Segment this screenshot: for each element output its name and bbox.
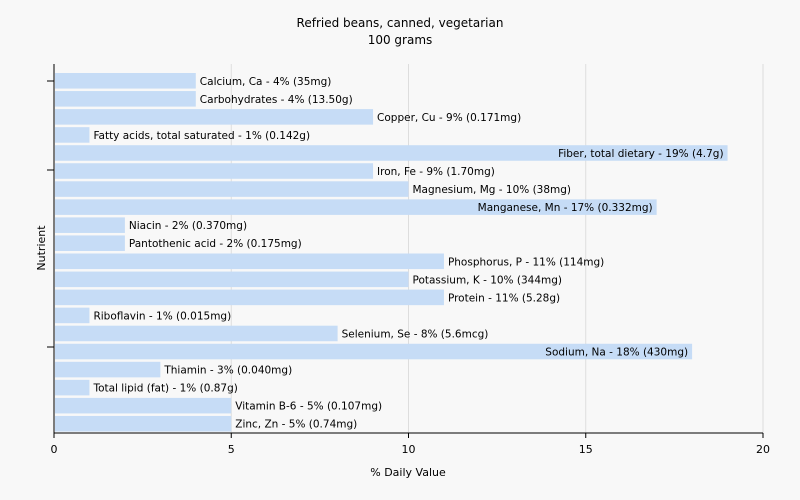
bar (55, 253, 444, 270)
bar (55, 307, 90, 324)
x-tick-label: 10 (402, 443, 416, 456)
y-axis-title: Nutrient (35, 225, 48, 271)
bar-label: Magnesium, Mg - 10% (38mg) (413, 184, 572, 196)
bar (55, 199, 657, 215)
bar-label: Sodium, Na - 18% (430mg) (545, 347, 688, 359)
bar-label: Riboflavin - 1% (0.015mg) (93, 310, 231, 322)
x-tick-label: 0 (51, 443, 58, 456)
bar-label: Manganese, Mn - 17% (0.332mg) (478, 202, 653, 214)
bar (55, 289, 444, 306)
x-axis-title: % Daily Value (370, 466, 446, 479)
bar (55, 415, 232, 432)
bar-label: Fatty acids, total saturated - 1% (0.142… (93, 130, 310, 142)
x-tick-label: 5 (228, 443, 235, 456)
bar-label: Selenium, Se - 8% (5.6mcg) (342, 328, 489, 340)
bar (55, 109, 374, 125)
bar (55, 397, 232, 414)
bar (55, 325, 338, 342)
chart-title: Refried beans, canned, vegetarian (297, 16, 504, 30)
bar (55, 235, 125, 251)
bar (55, 343, 693, 360)
bar-label: Carbohydrates - 4% (13.50g) (200, 94, 353, 106)
bar (55, 379, 90, 396)
bar-label: Zinc, Zn - 5% (0.74mg) (235, 419, 357, 431)
bar (55, 73, 196, 89)
bar-label: Copper, Cu - 9% (0.171mg) (377, 112, 521, 124)
bar-label: Protein - 11% (5.28g) (448, 292, 560, 304)
bar (55, 181, 409, 197)
bar (55, 217, 125, 233)
bar (55, 91, 196, 107)
bar-label: Potassium, K - 10% (344mg) (413, 274, 563, 286)
x-tick-label: 15 (579, 443, 593, 456)
x-tick-label: 20 (756, 443, 770, 456)
bar-label: Phosphorus, P - 11% (114mg) (448, 256, 604, 268)
axes: 0 5 10 15 20 (47, 64, 770, 456)
bar (55, 163, 374, 179)
bar-label: Vitamin B-6 - 5% (0.107mg) (235, 401, 382, 413)
grid-lines (230, 64, 764, 433)
bar (55, 271, 409, 288)
bars: Calcium, Ca - 4% (35mg) Carbohydrates - 4… (55, 73, 728, 432)
bar-label: Niacin - 2% (0.370mg) (129, 220, 247, 232)
chart-subtitle: 100 grams (368, 33, 433, 47)
bar (55, 361, 161, 378)
bar (55, 127, 90, 143)
bar-label: Calcium, Ca - 4% (35mg) (200, 76, 332, 88)
bar-label: Total lipid (fat) - 1% (0.87g) (92, 383, 237, 395)
bar-label: Thiamin - 3% (0.040mg) (163, 365, 292, 377)
bar-label: Fiber, total dietary - 19% (4.7g) (558, 148, 723, 160)
bar-label: Iron, Fe - 9% (1.70mg) (377, 166, 495, 178)
bar-label: Pantothenic acid - 2% (0.175mg) (129, 238, 302, 250)
bar (55, 145, 728, 161)
